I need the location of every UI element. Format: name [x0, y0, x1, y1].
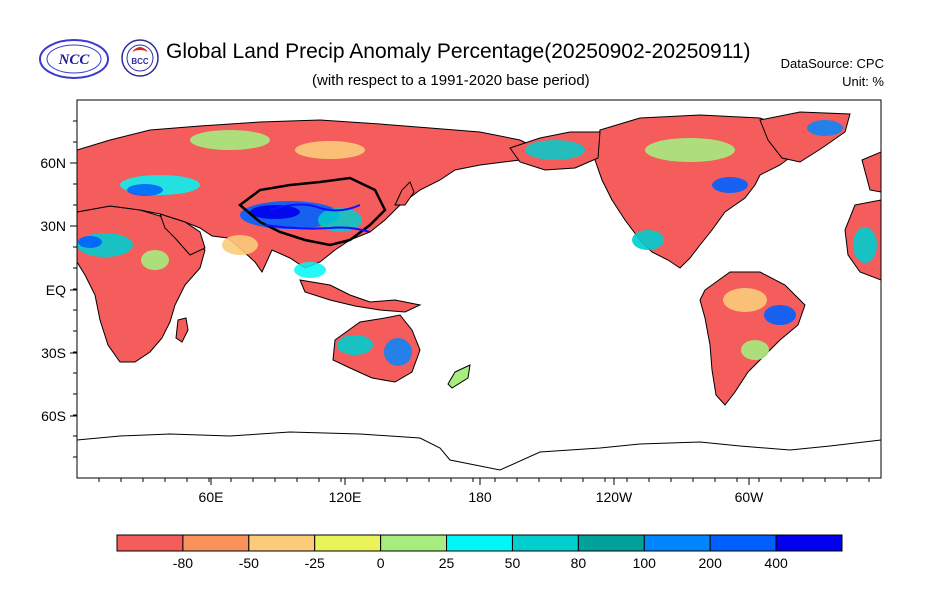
lon-tick-label: 120E — [329, 489, 362, 505]
colorbar-box — [775, 534, 843, 552]
colorbar-tick-label: 0 — [377, 555, 385, 571]
patch-brazil-east — [764, 305, 796, 325]
new-zealand-land — [447, 364, 471, 389]
colorbar-tick-label: -80 — [173, 555, 193, 571]
unit-label: Unit: % — [842, 74, 884, 89]
yangtze-river — [264, 224, 371, 233]
bcc-logo: BCC — [120, 38, 160, 85]
lat-tick-label: 30S — [41, 345, 66, 361]
colorbar-tick-label: 200 — [699, 555, 723, 571]
colorbar-box — [248, 534, 316, 552]
patch-canada — [645, 138, 735, 162]
patch-india — [222, 235, 258, 255]
colorbar-box — [116, 534, 184, 552]
colorbar-tick-label: 100 — [633, 555, 657, 571]
patch-australia-west — [337, 335, 373, 355]
japan-land — [394, 181, 415, 206]
axis-labels: 60N 30N EQ 30S 60S 60E 120E 180 120W 60W — [40, 155, 764, 505]
sea-islands-land — [299, 279, 422, 313]
colorbar-tick-label: 400 — [764, 555, 788, 571]
patch-central-asia-deep — [127, 184, 163, 196]
svg-text:BCC: BCC — [131, 57, 149, 66]
lat-tick-label: 30N — [40, 218, 66, 234]
lon-tick-label: 60E — [199, 489, 224, 505]
patch-sahel-deep — [78, 236, 102, 248]
patch-tibet-deep — [250, 205, 300, 219]
lat-tick-label: EQ — [46, 282, 66, 298]
ncc-logo: NCC — [38, 38, 110, 85]
patch-australia-east — [384, 338, 412, 366]
china-border — [237, 176, 387, 247]
yellow-river — [269, 203, 361, 212]
colorbar-tick-label: 80 — [571, 555, 587, 571]
patch-siberia-wet — [295, 141, 365, 159]
patch-alaska — [525, 140, 585, 160]
colorbar-box — [577, 534, 645, 552]
patch-russia-wet — [190, 130, 270, 150]
colorbar-box — [643, 534, 711, 552]
patch-west-africa — [853, 227, 877, 263]
colorbar-boxes — [116, 534, 843, 552]
patch-china-east — [318, 208, 362, 232]
colorbar-tick-label: 25 — [439, 555, 455, 571]
arabia-land — [159, 213, 206, 256]
datasource-label: DataSource: CPC — [780, 56, 884, 71]
svg-text:NCC: NCC — [58, 52, 91, 68]
patch-ethiopia — [141, 250, 169, 270]
colorbar-box — [709, 534, 777, 552]
europe-edge-land — [861, 151, 881, 193]
colorbar-box — [182, 534, 250, 552]
lon-tick-label: 120W — [596, 489, 633, 505]
patch-greenland-east — [807, 120, 843, 136]
lon-tick-label: 60W — [735, 489, 765, 505]
map-title: Global Land Precip Anomaly Percentage(20… — [166, 40, 751, 63]
colorbar-tick-label: -25 — [305, 555, 325, 571]
lat-tick-label: 60N — [40, 155, 66, 171]
colorbar-tick-label: -50 — [239, 555, 259, 571]
axis-ticks — [70, 120, 870, 485]
map-subtitle: (with respect to a 1991-2020 base period… — [312, 72, 590, 89]
madagascar-land — [175, 317, 189, 343]
colorbar-box — [380, 534, 448, 552]
land-masses — [77, 111, 881, 471]
patch-mexico — [632, 230, 664, 250]
lon-tick-label: 180 — [468, 489, 492, 505]
colorbar-box — [446, 534, 513, 552]
lat-tick-label: 60S — [41, 408, 66, 424]
patch-se-asia — [294, 262, 326, 278]
patch-canada-deep — [712, 177, 748, 193]
colorbar-tick-label: 50 — [505, 555, 521, 571]
patch-argentina — [741, 340, 769, 360]
colorbar-labels: -80 -50 -25 0 25 50 80 100 200 400 — [173, 555, 788, 571]
colorbar-box — [511, 534, 579, 552]
antarctica-outline — [77, 431, 881, 471]
patch-amazon — [723, 288, 767, 312]
colorbar-box — [314, 534, 382, 552]
anomaly-patches — [77, 120, 877, 366]
